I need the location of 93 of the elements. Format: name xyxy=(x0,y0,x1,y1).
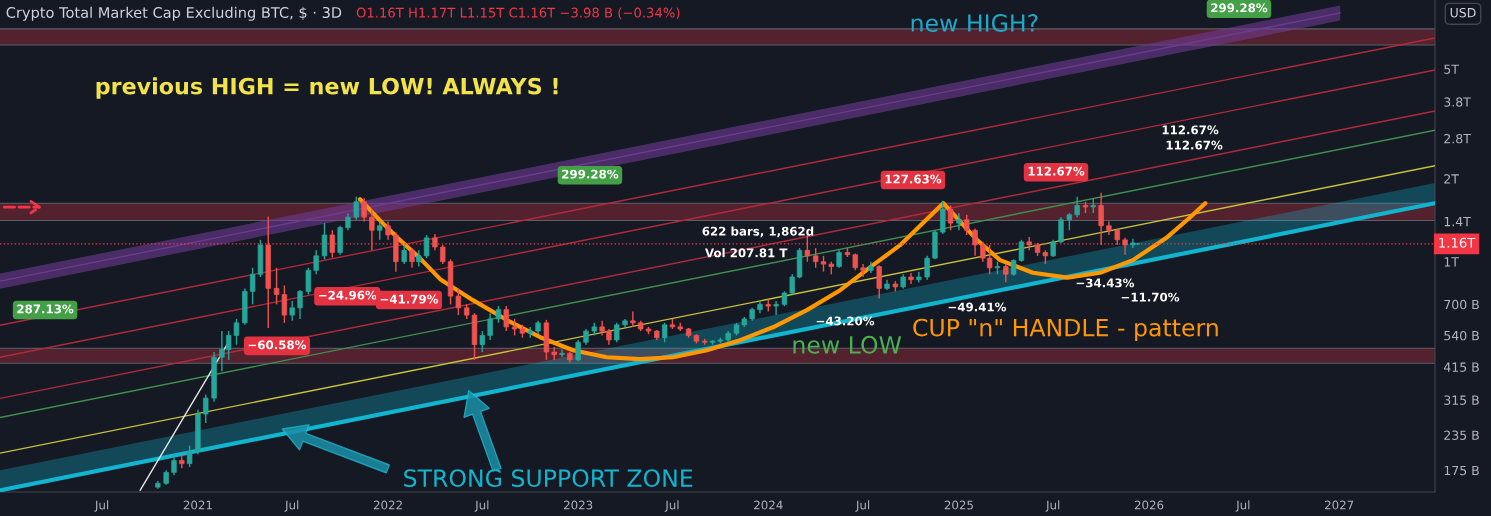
band-label: new LOW xyxy=(793,335,902,354)
candlestick xyxy=(423,234,430,259)
candlestick xyxy=(361,197,367,223)
x-tick-label: Jul xyxy=(1235,500,1250,512)
candlestick xyxy=(401,244,407,265)
y-tick-label: 700 B xyxy=(1444,299,1479,310)
candlestick xyxy=(479,330,486,353)
text: CUP "n" HANDLE - pattern xyxy=(913,318,1218,342)
y-tick-label: 2T xyxy=(1444,174,1459,184)
candlestick xyxy=(956,212,962,231)
candlestick xyxy=(1098,191,1104,246)
candlestick xyxy=(305,267,312,296)
candlestick xyxy=(1074,196,1080,218)
y-axis-title: USD xyxy=(1450,7,1476,18)
candlestick xyxy=(186,444,193,468)
candlestick xyxy=(972,227,978,257)
candlestick xyxy=(313,249,319,275)
candlestick xyxy=(203,393,209,424)
candlestick xyxy=(964,214,970,236)
candlestick xyxy=(916,270,922,284)
y-tick-label: 235 B xyxy=(1444,430,1479,440)
x-tick-label: 2026 xyxy=(1134,500,1164,510)
candlestick xyxy=(321,222,328,260)
candlestick xyxy=(369,208,375,251)
x-tick-label: 2024 xyxy=(754,500,783,510)
ref-line-label: 1.16T xyxy=(1439,237,1476,248)
x-tick-label: Jul xyxy=(664,500,679,512)
y-tick-label: 315 B xyxy=(1444,395,1479,405)
candlestick xyxy=(171,453,177,476)
x-tick-label: Jul xyxy=(94,500,109,512)
x-tick-label: 2022 xyxy=(373,500,402,510)
x-tick-label: Jul xyxy=(284,500,299,512)
annotation: 112.67% xyxy=(1166,140,1223,150)
annotation: 112.67% xyxy=(1028,166,1085,176)
x-tick-label: 2025 xyxy=(944,500,973,510)
x-tick-label: Jul xyxy=(855,500,870,512)
candlestick xyxy=(377,220,383,241)
candlestick xyxy=(947,204,954,231)
y-tick-label: 1.4T xyxy=(1444,217,1471,227)
candlestick xyxy=(924,255,930,281)
annotation: 299.28% xyxy=(562,169,619,179)
candlestick xyxy=(908,272,914,285)
candlestick xyxy=(289,300,295,322)
annotation: 622 bars, 1,862d xyxy=(702,226,814,238)
candlestick xyxy=(559,348,565,358)
annotation: −49.41% xyxy=(948,302,1007,312)
candlestick xyxy=(860,263,866,278)
y-tick-label: 540 B xyxy=(1444,330,1479,341)
candlestick xyxy=(661,322,668,343)
annotation: 287.13% xyxy=(17,304,74,314)
annotation: −34.43% xyxy=(1076,278,1135,288)
annotation: −43.20% xyxy=(816,316,875,326)
annotation: −11.70% xyxy=(1121,292,1180,302)
text: O1.16T H1.17T L1.15T C1.16T −3.98 B (−0.34%) xyxy=(356,7,680,20)
candlestick xyxy=(1058,216,1064,244)
annotation: 299.28% xyxy=(1211,3,1268,13)
candlestick xyxy=(297,289,303,320)
x-tick-label: Jul xyxy=(1045,500,1060,512)
x-tick-label: 2023 xyxy=(564,500,593,510)
candlestick xyxy=(385,220,391,241)
x-tick-label: 2021 xyxy=(183,500,212,510)
candlestick xyxy=(1003,263,1009,283)
candlestick xyxy=(812,247,819,269)
text: STRONG SUPPORT ZONE xyxy=(404,469,693,488)
y-tick-label: 1T xyxy=(1444,257,1459,267)
x-tick-label: 2027 xyxy=(1325,500,1354,510)
candlestick xyxy=(353,196,359,221)
annotation: previous HIGH = new LOW! ALWAYS ! xyxy=(96,77,558,99)
annotation: −41.79% xyxy=(380,294,439,304)
band-label: new HIGH? xyxy=(911,14,1038,32)
chart-title: Crypto Total Market Cap Excluding BTC, $ · 3D xyxy=(6,6,342,21)
annotation: 112.67% xyxy=(1162,125,1219,135)
y-tick-label: 5T xyxy=(1444,64,1459,74)
candlestick xyxy=(409,247,415,269)
candlestick xyxy=(614,322,620,343)
candlestick xyxy=(630,310,636,328)
candlestick xyxy=(329,229,336,259)
y-tick-label: 415 B xyxy=(1443,362,1479,372)
annotation: −24.96% xyxy=(318,290,377,300)
y-tick-label: 175 B xyxy=(1444,465,1479,476)
y-tick-label: 3.8T xyxy=(1444,97,1471,107)
x-tick-label: Jul xyxy=(474,500,489,512)
candlestick xyxy=(487,312,493,341)
candlestick xyxy=(773,300,779,316)
candlestick xyxy=(789,273,795,296)
candlestick xyxy=(503,305,509,332)
annotation: Vol 207.81 T xyxy=(705,248,788,258)
y-tick-label: 2.8T xyxy=(1444,133,1471,144)
candlestick xyxy=(876,264,882,300)
candlestick xyxy=(440,244,446,265)
annotation: −60.58% xyxy=(248,340,307,350)
annotation: 127.63% xyxy=(885,174,942,184)
candlestick xyxy=(940,199,946,235)
